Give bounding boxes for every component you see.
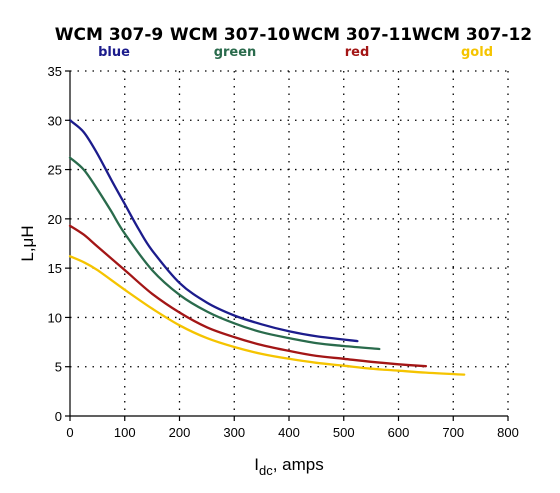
chart-series xyxy=(68,119,466,376)
legend-color-label: blue xyxy=(98,45,130,60)
x-tick-label: 0 xyxy=(66,425,73,440)
x-tick-label: 100 xyxy=(114,425,136,440)
y-tick-label: 25 xyxy=(48,163,62,178)
chart-grid xyxy=(70,70,509,416)
y-axis-label: L,μH xyxy=(18,225,37,261)
series-line-1 xyxy=(68,119,359,343)
series-line-3 xyxy=(68,224,428,368)
x-tick-label: 300 xyxy=(223,425,245,440)
y-tick-label: 30 xyxy=(48,113,62,128)
x-tick-label: 600 xyxy=(388,425,410,440)
y-tick-label: 35 xyxy=(48,64,62,79)
y-tick-label: 15 xyxy=(48,261,62,276)
y-tick-label: 20 xyxy=(48,212,62,227)
y-tick-label: 10 xyxy=(48,310,62,325)
x-tick-label: 500 xyxy=(333,425,355,440)
series-line-2 xyxy=(68,156,381,351)
series-line-4 xyxy=(68,255,466,376)
y-tick-label: 5 xyxy=(55,360,62,375)
x-axis-label: Idc, amps xyxy=(254,455,324,478)
x-tick-label: 400 xyxy=(278,425,300,440)
x-axis-label-main: I xyxy=(254,455,259,474)
legend-series-name: WCM 307-10 xyxy=(170,25,290,45)
x-axis-label-unit: , amps xyxy=(273,455,324,474)
legend-color-label: green xyxy=(214,45,257,60)
legend-series-name: WCM 307-12 xyxy=(412,25,532,45)
legend-series-name: WCM 307-11 xyxy=(292,25,412,45)
y-tick-label: 0 xyxy=(55,409,62,424)
x-tick-label: 700 xyxy=(442,425,464,440)
x-tick-label: 200 xyxy=(169,425,191,440)
x-tick-label: 800 xyxy=(497,425,519,440)
x-axis-label-subscript: dc xyxy=(259,463,273,478)
legend-series-name: WCM 307-9 xyxy=(55,25,163,45)
chart-ticks: 0 100 200 300 400 500 600 700 800 0 5 10 15 20 25 30 35 xyxy=(48,64,519,440)
legend-color-label: gold xyxy=(461,45,493,60)
legend-color-label: red xyxy=(345,45,370,60)
